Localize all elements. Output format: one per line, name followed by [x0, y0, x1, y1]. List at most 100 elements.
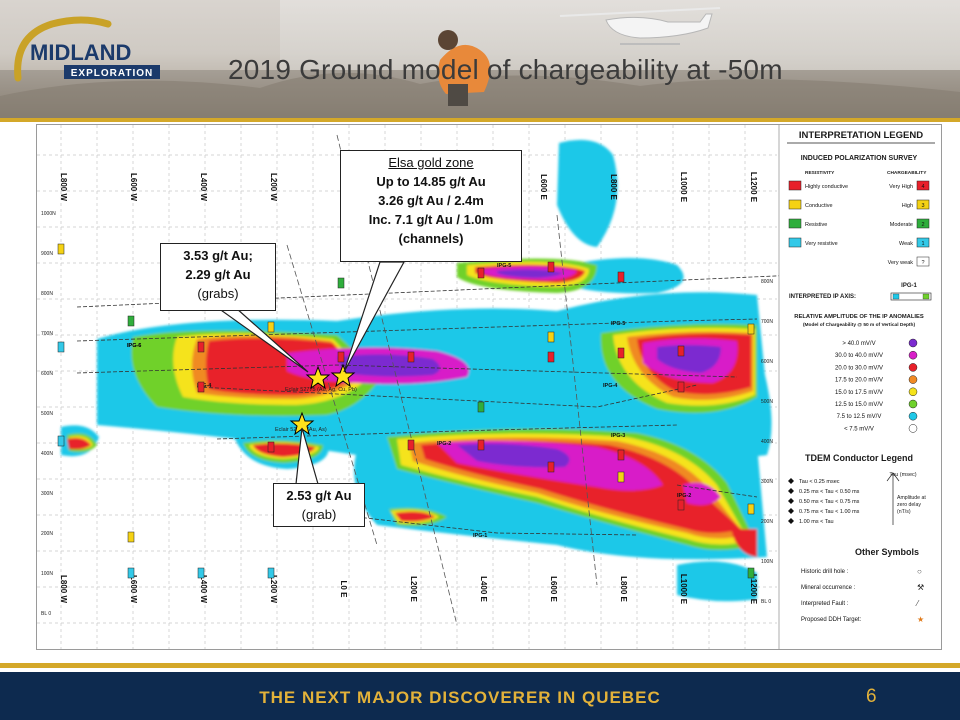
- elsa-title: Elsa gold zone: [388, 155, 474, 170]
- ip-marker: [547, 331, 555, 343]
- ipg-label: IPG-4: [603, 383, 618, 389]
- survey-line-label: L600 E: [539, 174, 548, 200]
- survey-line-label: L800 E: [619, 576, 628, 602]
- tdem-symbol: [788, 478, 794, 484]
- legend-axis-symbol: [890, 292, 932, 301]
- northing-label: 900N: [41, 251, 53, 257]
- scale-swatch: [908, 338, 918, 348]
- legend-col-chargeability: CHARGEABILITY: [887, 170, 927, 176]
- survey-line-label: L800 W: [59, 173, 68, 201]
- helicopter-icon: [559, 7, 721, 45]
- page-number: 6: [866, 686, 877, 707]
- grab-south-line2: (grab): [301, 507, 337, 522]
- ip-marker: [677, 345, 685, 357]
- tdem-symbol: [788, 498, 794, 504]
- resistivity-label: Conductive: [805, 203, 833, 209]
- header-photo-illustration: [0, 7, 960, 118]
- elsa-line2: 3.26 g/t Au / 2.4m: [378, 193, 484, 208]
- ip-marker: [267, 321, 275, 333]
- northing-label: 300N: [41, 491, 53, 497]
- chargeability-label: Weak: [899, 241, 913, 247]
- legend-title: INTERPRETATION LEGEND: [799, 130, 923, 141]
- chargeability-value: 2: [921, 222, 924, 228]
- resistivity-swatch: [788, 180, 802, 191]
- resistivity-label: Very resistive: [805, 241, 838, 247]
- ip-marker: [57, 341, 65, 353]
- other-symbol-label: Historic drill hole :: [801, 569, 849, 575]
- legend-amp-note-2: zero delay: [897, 502, 921, 508]
- svg-text:MIDLAND: MIDLAND: [30, 40, 131, 65]
- ip-marker: [547, 351, 555, 363]
- tdem-symbol: [788, 508, 794, 514]
- star-marker: [305, 365, 331, 390]
- midland-logo: MIDLAND EXPLORATION: [14, 16, 160, 82]
- survey-line-label: L1000 E: [679, 172, 688, 203]
- northing-label: BL 0: [41, 611, 51, 617]
- ipg-label: IPG-2: [677, 493, 691, 499]
- tdem-label: 1.00 ms < Tau: [799, 519, 834, 525]
- tdem-symbol: [788, 488, 794, 494]
- legend-amplitude-title: RELATIVE AMPLITUDE OF THE IP ANOMALIES: [794, 314, 924, 320]
- survey-line-label: L600 E: [549, 576, 558, 602]
- scale-label: 15.0 to 17.5 mV/V: [835, 390, 883, 396]
- tdem-symbol: [788, 518, 794, 524]
- chargeability-swatch: [916, 218, 930, 229]
- survey-line-label: L200 W: [269, 575, 278, 603]
- grabs-north-line1: 3.53 g/t Au;: [183, 248, 253, 263]
- chargeability-map: L800 W L600 W L400 W L200 W L600 E L800 E L100…: [37, 125, 941, 649]
- scale-label: 17.5 to 20.0 mV/V: [835, 378, 883, 384]
- chargeability-value: ?: [921, 260, 924, 266]
- northing-label: BL 0: [761, 599, 771, 605]
- ip-marker: [477, 267, 485, 279]
- chargeability-value: 1: [921, 241, 924, 247]
- chargeability-swatch: [916, 237, 930, 248]
- footer-tagline: THE NEXT MAJOR DISCOVERER IN QUEBEC: [259, 688, 661, 707]
- northing-label: 700N: [41, 331, 53, 337]
- northing-label: 200N: [41, 531, 53, 537]
- elsa-line1: Up to 14.85 g/t Au: [376, 174, 486, 189]
- ip-marker: [197, 381, 205, 393]
- showing-label-1: Eclair 52775 (Au, Ag, Cu, Pb): [285, 387, 357, 393]
- survey-line-label: L200 W: [269, 173, 278, 201]
- legend-other-title: Other Symbols: [855, 547, 919, 557]
- other-symbol-label: Interpreted Fault :: [801, 601, 849, 607]
- ip-marker: [267, 441, 275, 453]
- survey-line-label: L0 E: [339, 581, 348, 599]
- grabs-north-line3: (grabs): [197, 286, 239, 301]
- chargeability-value: 3: [921, 203, 924, 209]
- northing-label: 700N: [761, 319, 773, 325]
- scale-swatch: [908, 350, 918, 360]
- chargeability-swatch: [916, 256, 930, 267]
- resistivity-label: Resistive: [805, 222, 827, 228]
- survey-line-label: L800 W: [59, 575, 68, 603]
- ip-marker: [617, 271, 625, 283]
- callout-elsa-zone: Elsa gold zone Up to 14.85 g/t Au 3.26 g…: [340, 150, 522, 262]
- tdem-label: Tau < 0.25 msec: [799, 479, 840, 485]
- ip-marker: [127, 567, 135, 579]
- scale-label: > 40.0 mV/V: [842, 341, 875, 347]
- ip-marker: [267, 567, 275, 579]
- survey-line-label: L1200 E: [749, 172, 758, 203]
- northing-label: 400N: [761, 439, 773, 445]
- ip-marker: [617, 449, 625, 461]
- ip-marker: [747, 503, 755, 515]
- chargeability-value: 4: [921, 184, 924, 190]
- geologist-figure: [438, 30, 491, 106]
- ip-marker: [747, 323, 755, 335]
- northing-label: 600N: [41, 371, 53, 377]
- ip-marker: [547, 261, 555, 273]
- ipg-label: IPG-5: [611, 321, 625, 327]
- legend-survey: INDUCED POLARIZATION SURVEY: [801, 155, 918, 162]
- svg-text:EXPLORATION: EXPLORATION: [71, 68, 153, 79]
- legend-axis-name: IPG-1: [901, 283, 917, 289]
- chargeability-label: Moderate: [890, 222, 913, 228]
- legend-amp-note-3: (nT/s): [897, 509, 911, 515]
- scale-swatch: [908, 411, 918, 421]
- survey-line-label: L400 W: [199, 575, 208, 603]
- chargeability-anomalies: [61, 139, 772, 602]
- footer-rule: [0, 663, 960, 668]
- chargeability-swatch: [916, 199, 930, 210]
- ip-marker: [617, 471, 625, 483]
- ip-marker: [57, 243, 65, 255]
